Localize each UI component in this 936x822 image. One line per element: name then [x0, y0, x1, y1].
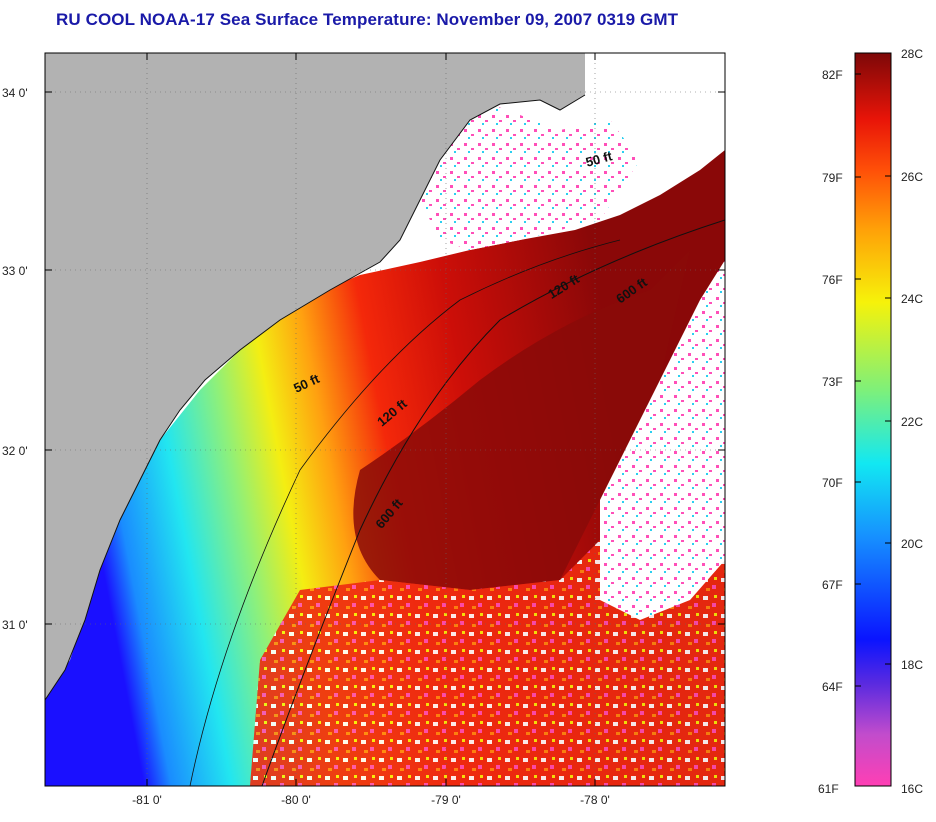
cloud-north: [410, 100, 640, 250]
warm-core: [353, 250, 690, 590]
lon-label-81: -81 0': [132, 793, 162, 807]
colorbar-gradient: [855, 53, 891, 786]
map-area: [45, 53, 725, 786]
cb-f-64: 64F: [822, 680, 843, 694]
cb-f-70: 70F: [822, 476, 843, 490]
cb-c-28: 28C: [901, 47, 923, 61]
lon-label-79: -79 0': [431, 793, 461, 807]
coastline: [45, 94, 586, 701]
cb-f-61: 61F: [818, 782, 839, 796]
isobath-label-50-north: 50 ft: [584, 148, 614, 170]
cb-c-18: 18C: [901, 658, 923, 672]
cb-f-67: 67F: [822, 578, 843, 592]
isobath-120-line: [189, 239, 621, 786]
cb-f-79: 79F: [822, 171, 843, 185]
graticule: [45, 53, 725, 786]
lat-label-32: 32 0': [2, 444, 28, 458]
colorbar: [854, 52, 892, 787]
cb-f-73: 73F: [822, 375, 843, 389]
cb-f-82: 82F: [822, 68, 843, 82]
lat-label-31: 31 0': [2, 618, 28, 632]
cb-c-24: 24C: [901, 292, 923, 306]
cb-c-22: 22C: [901, 415, 923, 429]
lat-label-33: 33 0': [2, 264, 28, 278]
cloud-east: [600, 260, 725, 620]
cb-f-76: 76F: [822, 273, 843, 287]
cb-c-20: 20C: [901, 537, 923, 551]
land-mass: [45, 53, 585, 700]
cb-c-26: 26C: [901, 170, 923, 184]
isobath-600-line: [261, 219, 725, 786]
cb-c-16: 16C: [901, 782, 923, 796]
axis-ticks: [45, 53, 725, 786]
lon-label-80: -80 0': [281, 793, 311, 807]
lon-label-78: -78 0': [580, 793, 610, 807]
chart-title: RU COOL NOAA-17 Sea Surface Temperature:…: [56, 10, 679, 29]
lat-label-34: 34 0': [2, 86, 28, 100]
